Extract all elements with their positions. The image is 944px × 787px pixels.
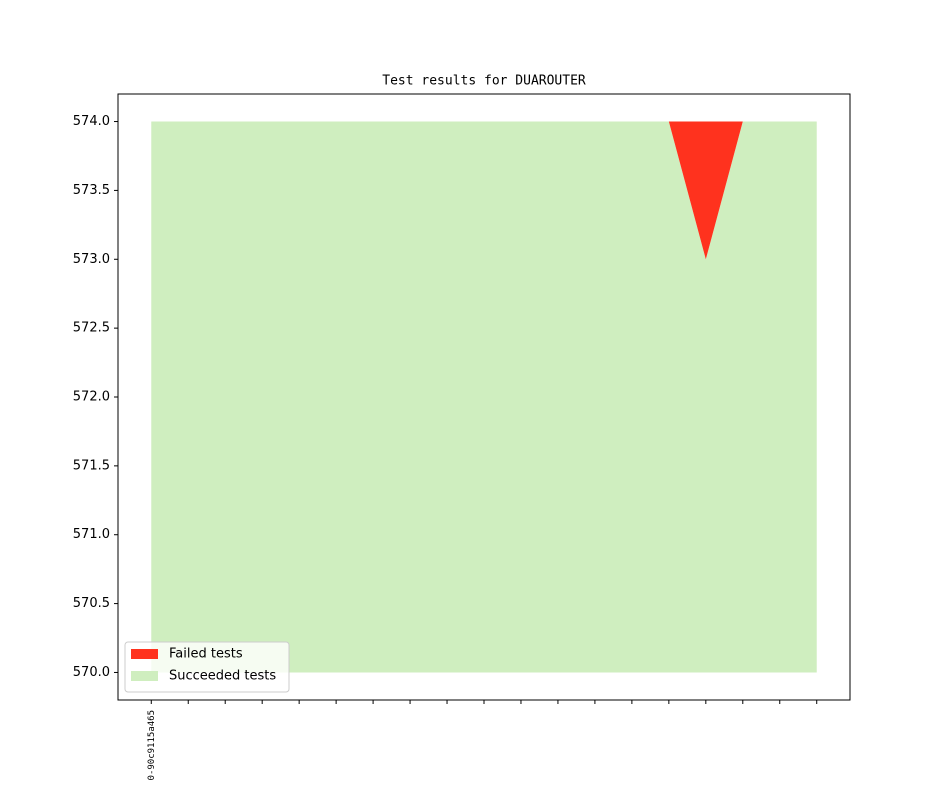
legend-label: Succeeded tests	[169, 669, 276, 684]
y-tick-label: 572.5	[73, 321, 110, 336]
y-tick-label: 573.5	[73, 183, 110, 198]
y-tick-label: 571.5	[73, 458, 110, 473]
y-tick-label: 572.0	[73, 390, 110, 405]
legend-label: Failed tests	[169, 647, 243, 662]
legend-swatch	[131, 649, 158, 659]
y-tick-label: 570.5	[73, 596, 110, 611]
area	[151, 121, 817, 673]
chart-title: Test results for DUAROUTER	[382, 74, 586, 89]
y-tick-label: 571.0	[73, 527, 110, 542]
legend-box	[124, 641, 290, 693]
legend: Failed tests Succeeded tests	[124, 641, 290, 693]
y-tick-label: 570.0	[73, 665, 110, 680]
legend-swatch	[131, 671, 158, 681]
x-tick-label: 0-90c9115a465	[147, 710, 157, 780]
y-tick-label: 573.0	[73, 252, 110, 267]
y-tick-label: 574.0	[73, 114, 110, 129]
